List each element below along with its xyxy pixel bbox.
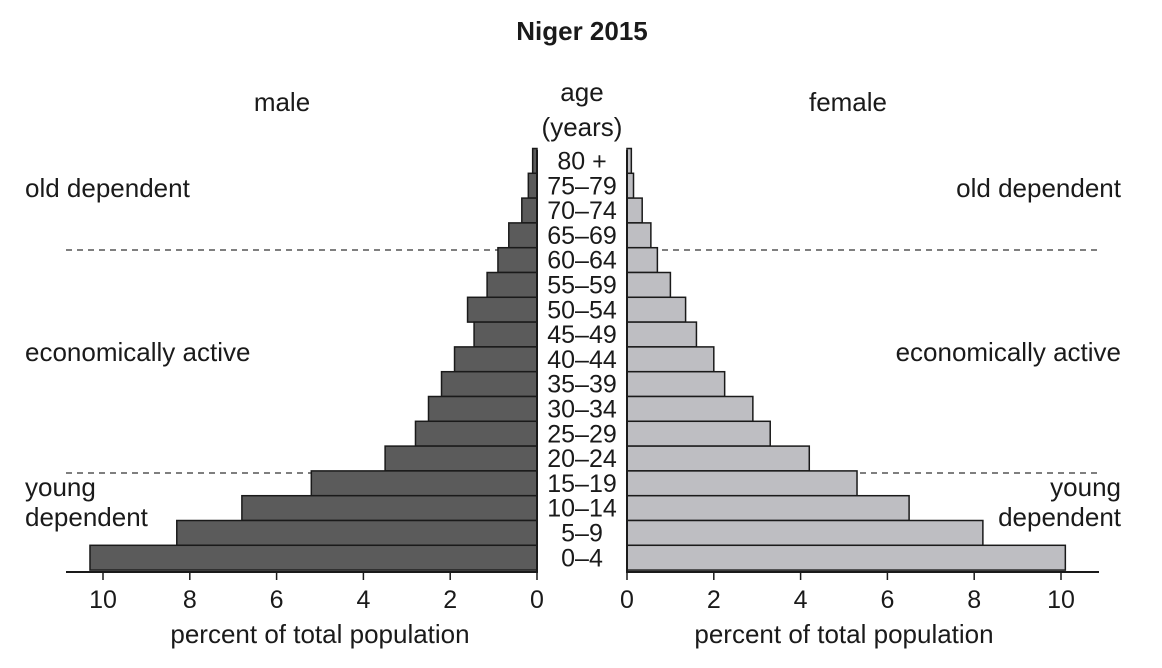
age-label-13: 15–19 xyxy=(547,470,617,498)
axis-ticks: 10 8 6 4 2 0 0 2 4 6 8 10 xyxy=(89,572,1075,614)
male-bar-7 xyxy=(473,321,538,348)
band-label-young-left-line1: young xyxy=(25,472,96,502)
female-tick-label-0: 0 xyxy=(620,586,634,614)
age-labels: 80 +75–7970–7465–6960–6455–5950–5445–494… xyxy=(547,148,617,573)
male-bar-4 xyxy=(497,246,538,274)
male-tick-label-0: 10 xyxy=(89,586,117,614)
female-bar-15 xyxy=(626,519,984,547)
female-bar-9 xyxy=(626,370,726,398)
age-label-0: 80 + xyxy=(557,148,606,176)
male-tick-label-5: 0 xyxy=(530,586,544,614)
band-label-old-dependent-right: old dependent xyxy=(956,173,1122,203)
band-label-active-right: economically active xyxy=(896,337,1121,367)
male-bar-10 xyxy=(427,395,538,423)
female-bar-14 xyxy=(626,494,910,522)
female-tick-label-5: 10 xyxy=(1047,586,1075,614)
band-label-active-left: economically active xyxy=(25,337,250,367)
male-bar-11 xyxy=(414,420,538,447)
female-bar-11 xyxy=(626,420,771,447)
female-bar-10 xyxy=(626,395,754,423)
female-bar-6 xyxy=(626,296,687,323)
female-bar-8 xyxy=(626,346,715,373)
female-bar-7 xyxy=(626,321,698,348)
female-bar-13 xyxy=(626,470,858,497)
male-bar-1 xyxy=(527,172,538,199)
female-bar-16 xyxy=(626,544,1067,571)
male-bar-15 xyxy=(176,519,538,547)
age-label-10: 30–34 xyxy=(547,396,617,424)
band-label-young-right-line1: young xyxy=(1050,472,1121,502)
age-label-11: 25–29 xyxy=(547,420,617,448)
female-bars xyxy=(626,147,1067,571)
male-x-axis-label: percent of total population xyxy=(170,619,469,649)
female-bar-2 xyxy=(626,197,643,224)
age-label-14: 10–14 xyxy=(547,495,617,523)
age-label-5: 55–59 xyxy=(547,272,617,300)
age-label-3: 65–69 xyxy=(547,222,617,250)
age-label-15: 5–9 xyxy=(561,520,603,548)
band-label-young-left-line2: dependent xyxy=(25,502,149,532)
male-bar-14 xyxy=(241,494,538,522)
male-bar-5 xyxy=(486,271,538,299)
age-axis-title-line2: (years) xyxy=(542,112,623,142)
female-tick-label-1: 2 xyxy=(707,586,721,614)
age-label-1: 75–79 xyxy=(547,172,617,200)
age-axis-title-line1: age xyxy=(560,77,603,107)
age-label-9: 35–39 xyxy=(547,371,617,399)
band-label-old-dependent-left: old dependent xyxy=(25,173,191,203)
female-tick-label-3: 6 xyxy=(880,586,894,614)
male-tick-label-2: 6 xyxy=(270,586,284,614)
age-label-4: 60–64 xyxy=(547,247,617,275)
female-bar-5 xyxy=(626,271,672,299)
male-header: male xyxy=(254,87,310,117)
male-bar-2 xyxy=(521,197,538,224)
age-label-7: 45–49 xyxy=(547,321,617,349)
age-label-12: 20–24 xyxy=(547,445,617,473)
age-label-6: 50–54 xyxy=(547,296,617,324)
female-bar-4 xyxy=(626,246,659,274)
female-x-axis-label: percent of total population xyxy=(694,619,993,649)
age-label-2: 70–74 xyxy=(547,197,617,225)
chart-title: Niger 2015 xyxy=(516,16,648,46)
female-tick-label-4: 8 xyxy=(967,586,981,614)
male-tick-label-1: 8 xyxy=(183,586,197,614)
male-tick-label-4: 2 xyxy=(443,586,457,614)
female-header: female xyxy=(809,87,887,117)
age-label-8: 40–44 xyxy=(547,346,617,374)
age-label-16: 0–4 xyxy=(561,544,603,572)
male-bar-12 xyxy=(384,445,538,472)
male-bar-9 xyxy=(440,370,538,398)
male-tick-label-3: 4 xyxy=(356,586,370,614)
male-bar-3 xyxy=(508,222,538,249)
female-tick-label-2: 4 xyxy=(794,586,808,614)
male-bar-13 xyxy=(310,470,538,497)
male-bars xyxy=(89,147,538,571)
band-label-young-right-line2: dependent xyxy=(998,502,1122,532)
male-bar-16 xyxy=(89,544,538,571)
female-bar-12 xyxy=(626,445,811,472)
female-bar-3 xyxy=(626,222,652,249)
male-bar-8 xyxy=(453,346,538,373)
male-bar-6 xyxy=(466,296,538,323)
